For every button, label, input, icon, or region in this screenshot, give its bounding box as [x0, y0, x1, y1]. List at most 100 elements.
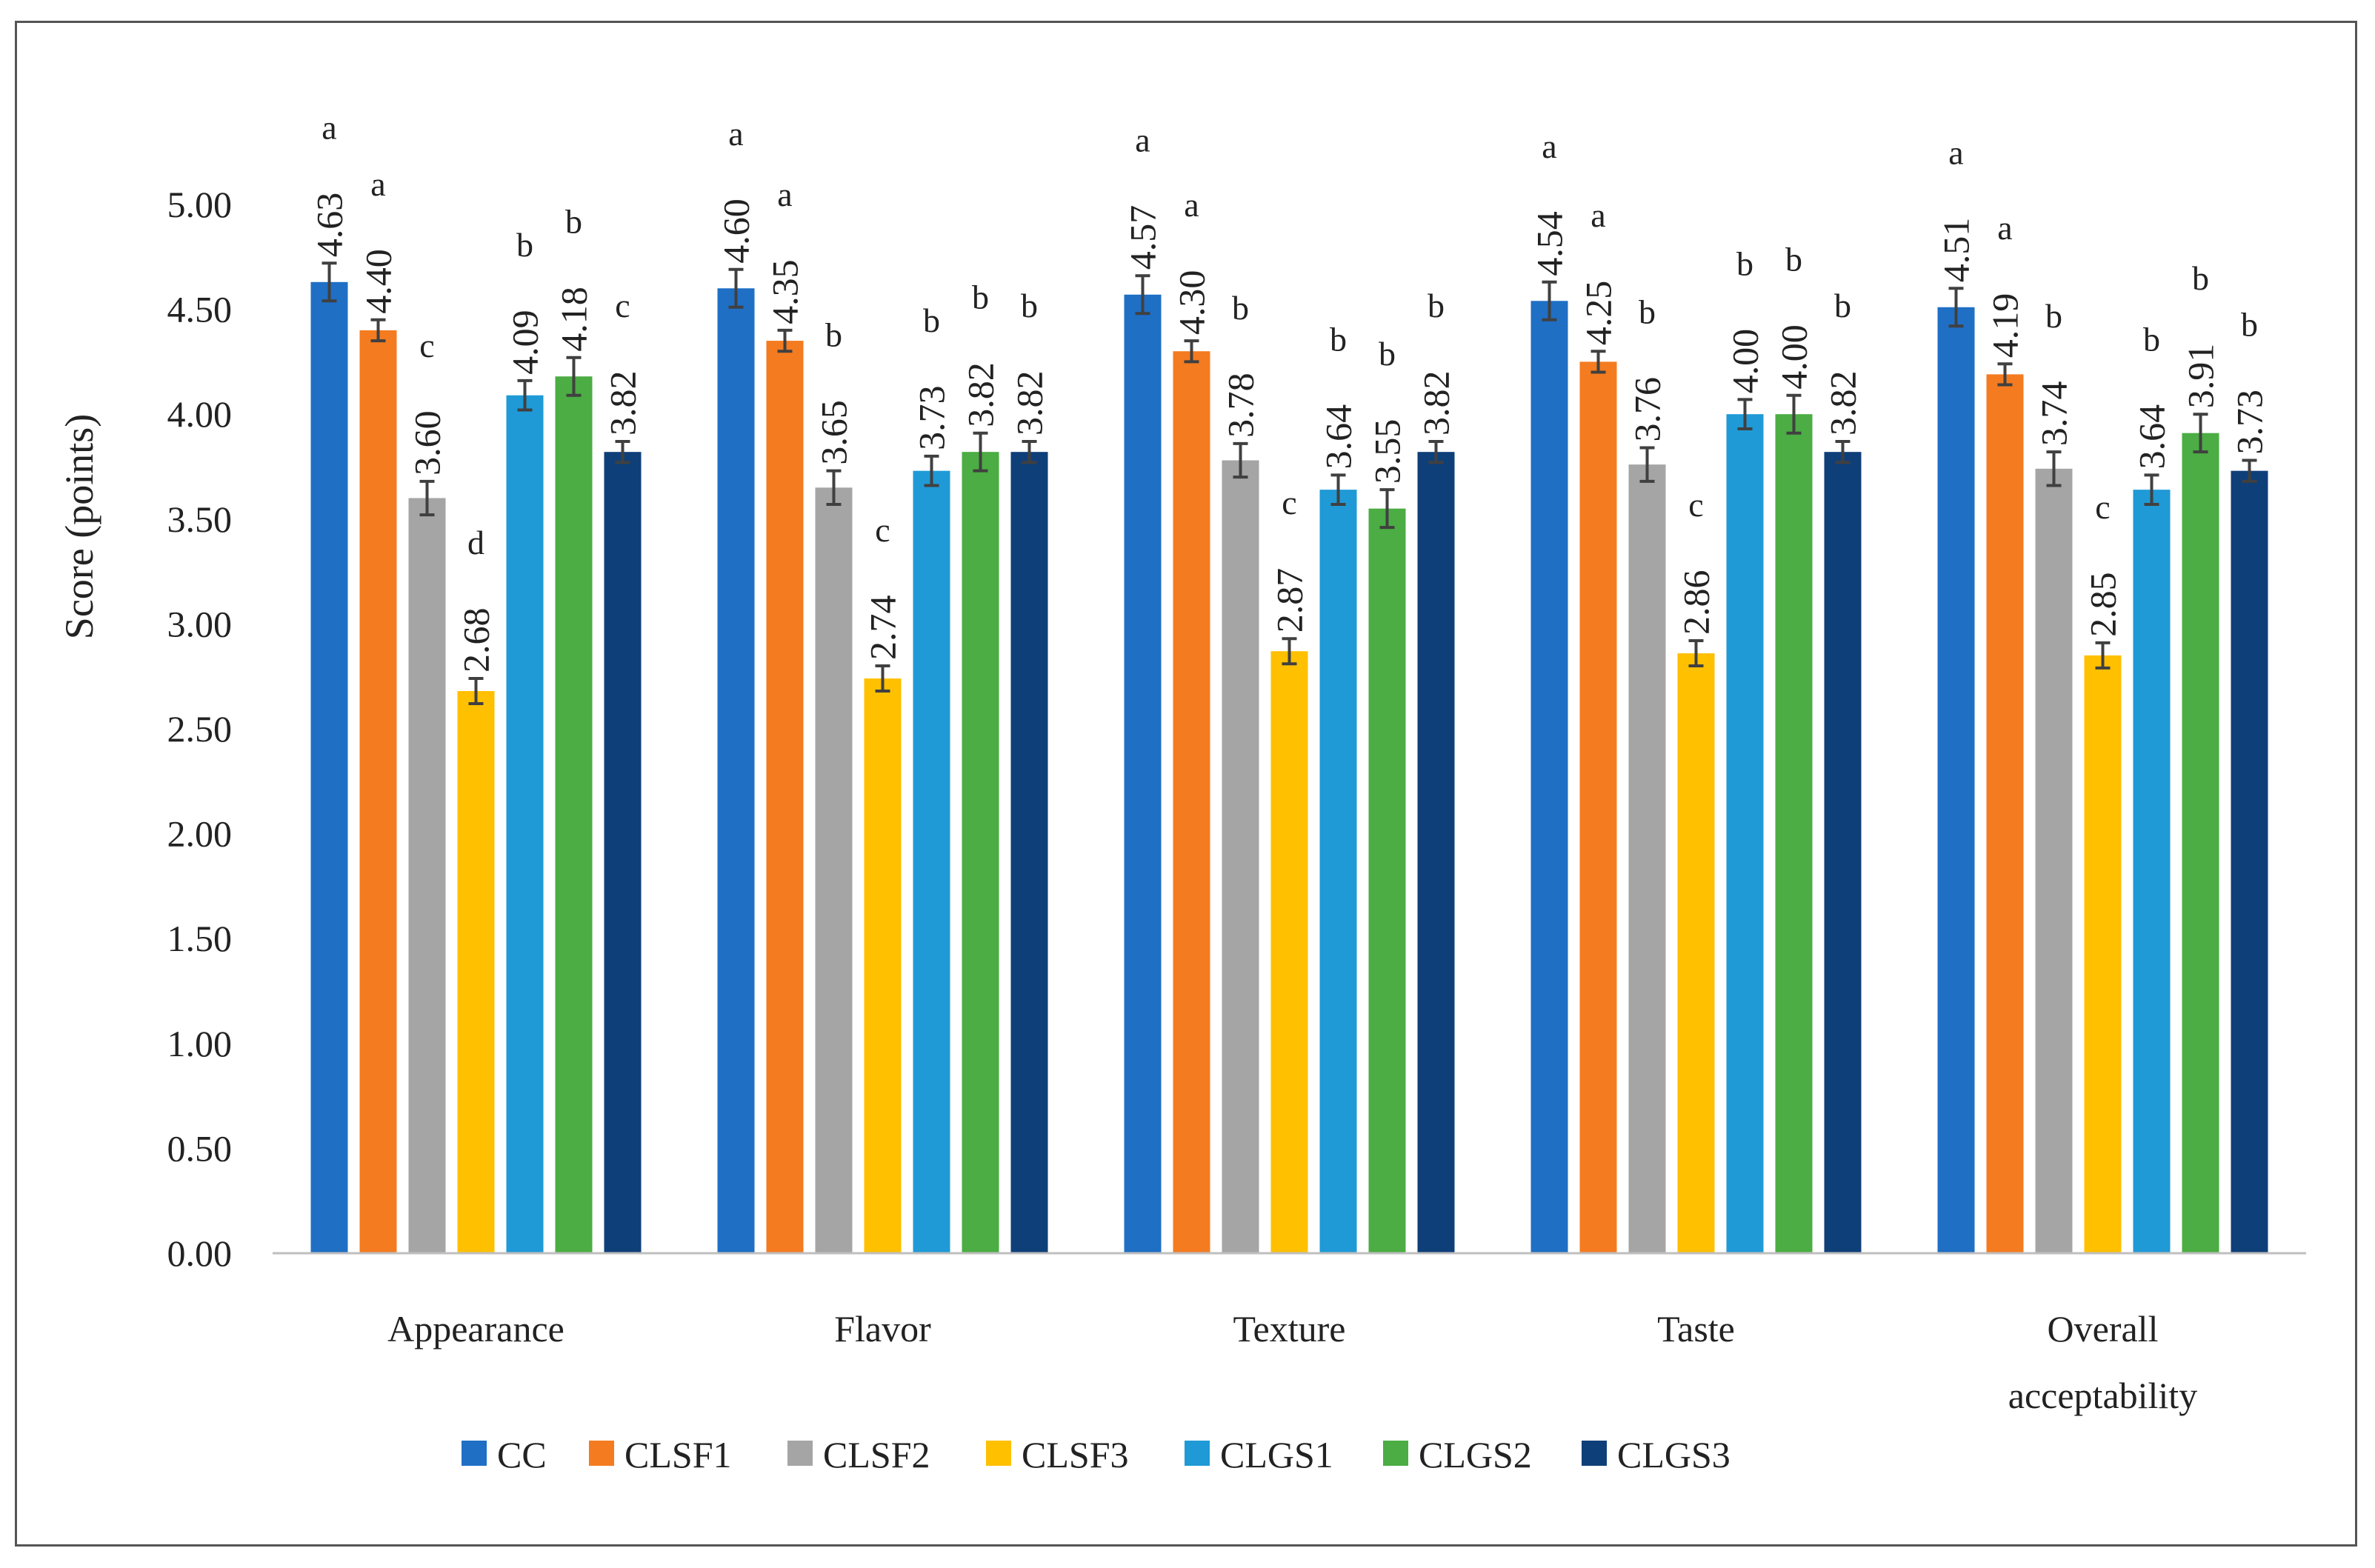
legend-label-clsf1: CLSF1	[624, 1434, 732, 1475]
bar-clgs1	[1319, 490, 1357, 1253]
bar-clsf3	[1677, 653, 1715, 1253]
data-label: 2.85	[2082, 572, 2124, 637]
y-tick-label: 4.00	[167, 393, 233, 435]
data-label: 4.30	[1171, 270, 1213, 336]
y-tick-label: 3.00	[167, 603, 233, 644]
y-tick-label: 0.00	[167, 1232, 233, 1274]
significance-letter: b	[2045, 297, 2062, 335]
bar-clsf1	[359, 330, 397, 1253]
data-label: 4.00	[1725, 329, 1766, 393]
bar-clgs3	[2231, 470, 2268, 1253]
significance-letter: a	[1542, 127, 1556, 165]
significance-letter: b	[1639, 293, 1656, 331]
bar-clsf1	[1173, 351, 1210, 1253]
bars: 4.63 a 4.40 a 3.60 c 2.68 d 4.09 b 4.18 b 3.82 c 4.60 a…	[309, 108, 2271, 1254]
significance-letter: b	[1330, 320, 1347, 358]
bar-cc	[1124, 294, 1162, 1253]
significance-letter: b	[2143, 320, 2160, 358]
significance-letter: c	[875, 511, 890, 549]
data-label: 2.68	[456, 608, 497, 673]
data-label: 4.51	[1936, 218, 1977, 283]
y-axis: 0.00 0.50 1.00 1.50 2.00 2.50 3.00 3.50 4.00 4.50…	[167, 184, 233, 1274]
data-label: 4.18	[553, 287, 595, 352]
bar-clgs3	[604, 452, 642, 1253]
data-label: 3.65	[813, 400, 855, 465]
significance-letter: c	[2095, 488, 2110, 526]
significance-letter: b	[1021, 287, 1038, 324]
y-tick-label: 1.50	[167, 918, 233, 959]
data-label: 3.73	[911, 385, 953, 450]
bar-clsf1	[1986, 374, 2024, 1254]
data-label: 4.09	[504, 310, 546, 375]
bar-clsf2	[1222, 460, 1259, 1253]
data-label: 3.82	[602, 371, 644, 436]
significance-letter: c	[615, 287, 630, 324]
bar-clsf3	[864, 678, 902, 1253]
x-tick-label: Taste	[1657, 1308, 1735, 1350]
data-label: 4.35	[765, 259, 806, 324]
significance-letter: a	[1135, 121, 1150, 159]
bar-clgs2	[1775, 414, 1813, 1254]
bar-clgs1	[506, 395, 544, 1253]
significance-letter: a	[1184, 186, 1199, 224]
bar-cc	[1937, 307, 1975, 1253]
significance-letter: a	[1997, 209, 2012, 247]
bar-cc	[310, 281, 348, 1254]
data-label: 3.74	[2033, 381, 2075, 447]
data-label: 2.87	[1269, 568, 1310, 633]
y-tick-label: 5.00	[167, 184, 233, 225]
x-tick-label: Texture	[1233, 1308, 1346, 1350]
data-label: 3.82	[1822, 371, 1864, 436]
significance-letter: a	[1948, 133, 1963, 171]
significance-letter: b	[1785, 241, 1802, 278]
x-tick-label: acceptability	[2008, 1375, 2197, 1416]
significance-letter: b	[1428, 287, 1445, 324]
legend-swatch-clgs2	[1383, 1441, 1408, 1466]
data-label: 2.74	[862, 595, 904, 661]
significance-letter: c	[1688, 486, 1703, 524]
bar-clgs1	[2133, 490, 2171, 1253]
bar-clsf1	[766, 341, 804, 1254]
data-label: 3.60	[407, 410, 448, 476]
data-label: 4.19	[1985, 293, 2026, 358]
bar-clsf3	[457, 691, 495, 1253]
y-tick-label: 3.50	[167, 498, 233, 540]
data-label: 4.63	[309, 193, 350, 258]
bar-clgs3	[1010, 452, 1048, 1253]
bar-clsf3	[1270, 651, 1308, 1253]
data-label: 3.82	[960, 362, 1002, 427]
y-tick-label: 0.50	[167, 1127, 233, 1169]
bar-clsf2	[815, 487, 853, 1253]
legend-label-clgs2: CLGS2	[1419, 1434, 1532, 1475]
data-label: 4.60	[716, 198, 757, 264]
bar-chart: 0.00 0.50 1.00 1.50 2.00 2.50 3.00 3.50 4.00 4.50…	[57, 108, 2306, 1475]
data-label: 2.86	[1676, 570, 1717, 635]
data-label: 3.73	[2229, 390, 2271, 455]
x-axis: Appearance Flavor Texture Taste Overall accep…	[273, 1252, 2306, 1416]
significance-letter: a	[728, 115, 743, 153]
data-label: 3.78	[1220, 373, 1262, 438]
data-label: 4.25	[1578, 281, 1619, 346]
bar-clgs1	[913, 470, 950, 1253]
y-tick-label: 2.50	[167, 708, 233, 750]
significance-letter: b	[516, 226, 533, 264]
significance-letter: a	[370, 165, 385, 203]
legend-swatch-clsf1	[589, 1441, 614, 1466]
data-label: 3.82	[1416, 371, 1457, 436]
bar-clgs2	[555, 376, 593, 1253]
significance-letter: b	[1736, 244, 1753, 282]
legend-label-clgs3: CLGS3	[1617, 1434, 1731, 1475]
bar-clgs3	[1824, 452, 1862, 1253]
significance-letter: b	[972, 278, 989, 316]
significance-letter: b	[2241, 306, 2258, 344]
data-label: 3.64	[2131, 404, 2173, 470]
legend-swatch-clgs3	[1582, 1441, 1607, 1466]
bar-clgs2	[1368, 508, 1406, 1253]
significance-letter: b	[825, 316, 842, 354]
significance-letter: b	[1379, 335, 1396, 373]
bar-cc	[1530, 301, 1568, 1254]
data-label: 3.76	[1627, 377, 1668, 442]
legend-label-cc: CC	[497, 1434, 547, 1475]
data-label: 3.55	[1367, 419, 1408, 484]
data-label: 4.00	[1773, 324, 1815, 390]
